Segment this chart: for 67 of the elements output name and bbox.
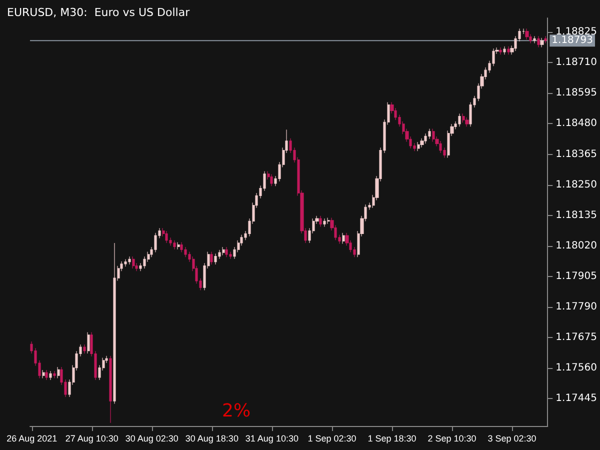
x-tick-label: 3 Sep 02:30 xyxy=(488,434,536,444)
y-tick-label: 1.18710 xyxy=(556,57,598,68)
candlestick xyxy=(132,256,135,269)
y-tick-label: 1.18250 xyxy=(556,179,598,190)
candlestick xyxy=(323,218,326,228)
candlestick xyxy=(87,332,90,354)
ref-line-label: 1.18793 xyxy=(552,35,594,46)
x-tick-label: 27 Aug 10:30 xyxy=(65,434,118,444)
candlestick xyxy=(229,251,232,260)
candlestick xyxy=(45,370,48,380)
candlestick xyxy=(319,216,322,228)
candlestick xyxy=(214,253,217,265)
candlestick xyxy=(57,366,60,378)
candlestick xyxy=(210,251,213,265)
candlestick xyxy=(544,36,547,44)
candlestick xyxy=(49,370,52,380)
candlestick xyxy=(143,256,146,269)
candlestick xyxy=(124,258,127,267)
y-tick-label: 1.18480 xyxy=(556,118,598,130)
candlestick xyxy=(53,370,56,378)
candlestick xyxy=(503,46,506,55)
candlestick xyxy=(165,230,168,244)
y-tick-label: 1.18365 xyxy=(556,148,598,160)
candlestick xyxy=(173,240,176,250)
x-tick-label: 31 Aug 10:30 xyxy=(245,434,298,444)
y-tick-label: 1.17905 xyxy=(556,270,598,282)
chart-title: EURUSD, M30: Euro vs US Dollar xyxy=(7,6,190,19)
candlestick xyxy=(83,344,86,354)
x-tick-label: 2 Sep 10:30 xyxy=(428,434,476,444)
candlestick xyxy=(109,356,112,424)
annotation: 2% xyxy=(222,400,251,422)
candlestick xyxy=(533,36,536,44)
candlestick xyxy=(462,113,465,123)
x-tick-label: 1 Sep 02:30 xyxy=(308,434,356,444)
candlestick xyxy=(439,140,442,154)
x-tick-label: 30 Aug 02:30 xyxy=(125,434,178,444)
candlestick xyxy=(222,246,225,256)
y-tick-label: 1.17675 xyxy=(556,332,598,344)
candlestick xyxy=(270,174,273,186)
candlestick xyxy=(417,142,420,152)
candlestick xyxy=(113,242,116,404)
candlestick xyxy=(428,128,431,140)
candlestick xyxy=(342,232,345,244)
y-tick-label: 1.17445 xyxy=(556,393,598,404)
candlestick xyxy=(540,38,544,48)
y-tick-label: 1.18020 xyxy=(556,240,598,252)
x-tick-label: 1 Sep 18:30 xyxy=(368,434,416,444)
candlestick xyxy=(180,242,183,253)
candlestick xyxy=(128,256,131,265)
candlestick xyxy=(507,46,510,55)
x-tick-label: 26 Aug 2021 xyxy=(6,434,58,444)
candlestick xyxy=(499,47,502,55)
candlestick xyxy=(225,246,228,258)
candlestick xyxy=(525,28,529,40)
y-tick-label: 1.17560 xyxy=(556,362,598,374)
candlestick xyxy=(537,36,540,48)
candlestick xyxy=(327,217,330,224)
candlestick xyxy=(432,128,435,142)
candlestick xyxy=(465,117,469,127)
candlestick xyxy=(424,133,427,144)
x-tick-label: 30 Aug 18:30 xyxy=(185,434,238,444)
candlestick xyxy=(42,370,45,378)
y-tick-label: 1.18595 xyxy=(556,88,598,99)
candlestick xyxy=(458,113,461,127)
y-tick-label: 1.17790 xyxy=(556,302,598,312)
y-tick-label: 1.18135 xyxy=(556,210,598,221)
candlestick xyxy=(177,242,180,250)
